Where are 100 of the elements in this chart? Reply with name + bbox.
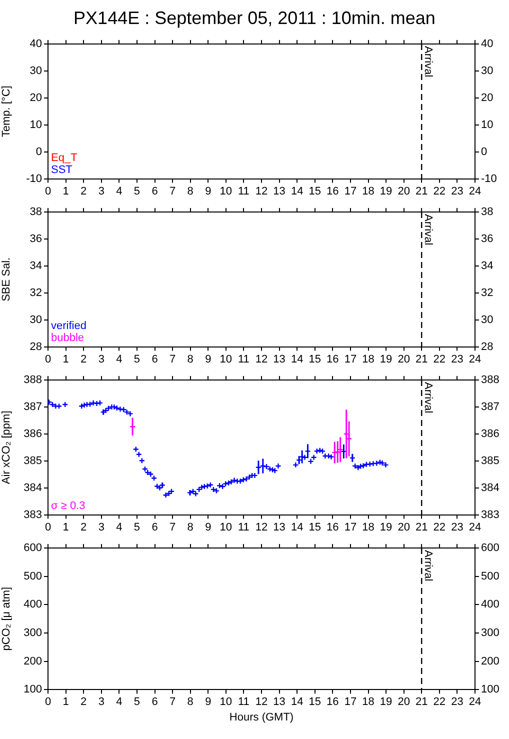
y2-tick-label: 385 [481, 454, 500, 467]
x-tick-label: 24 [468, 353, 482, 366]
x-tick-label: 22 [433, 696, 446, 708]
y-tick-label: 200 [24, 655, 42, 668]
x-tick-label: 12 [255, 696, 268, 708]
x-tick-label: 16 [326, 521, 339, 534]
x-tick-label: 7 [169, 521, 176, 534]
x-tick-label: 13 [273, 185, 286, 198]
y2-tick-label: 388 [481, 374, 500, 386]
x-tick-label: 23 [451, 353, 464, 366]
x-tick-label: 6 [152, 696, 158, 708]
y2-tick-label: 36 [481, 232, 494, 245]
x-tick-label: 5 [134, 521, 140, 534]
x-tick-label: 15 [308, 353, 321, 366]
ref-line-label: Arrival [422, 550, 434, 582]
x-tick-label: 4 [116, 521, 122, 534]
x-tick-label: 15 [308, 185, 321, 198]
x-tick-label: 0 [44, 696, 52, 708]
x-tick-label: 3 [98, 353, 104, 366]
x-tick-label: 0 [44, 521, 52, 534]
y2-tick-label: 30 [481, 64, 494, 77]
y2-tick-label: 200 [481, 655, 500, 668]
legend-label: bubble [51, 332, 86, 344]
x-tick-label: 2 [80, 521, 87, 534]
x-tick-label: 19 [380, 185, 392, 198]
x-tick-label: 10 [220, 185, 232, 198]
x-tick-label: 19 [380, 353, 392, 366]
x-tick-label: 13 [273, 696, 286, 708]
x-tick-label: 17 [344, 185, 357, 198]
y2-tick-label: 500 [481, 570, 500, 582]
x-tick-label: 3 [98, 696, 104, 708]
y2-tick-label: 400 [481, 598, 500, 611]
x-tick-label: 8 [187, 185, 194, 198]
x-tick-label: 3 [98, 185, 104, 198]
x-tick-label: 10 [220, 521, 232, 534]
x-tick-label: 14 [290, 696, 304, 708]
y2-tick-label: 386 [481, 428, 500, 440]
y-tick-label: -10 [26, 172, 42, 185]
x-tick-label: 13 [273, 353, 286, 366]
y2-tick-label: 100 [481, 684, 500, 696]
y-tick-label: 38 [30, 206, 42, 218]
x-tick-label: 5 [134, 353, 140, 366]
x-tick-label: 24 [468, 185, 482, 198]
y2-tick-label: 383 [481, 508, 500, 521]
y-tick-label: 385 [24, 454, 42, 467]
y-tick-label: 400 [24, 598, 42, 611]
x-tick-label: 8 [187, 353, 194, 366]
y2-tick-label: 387 [481, 400, 500, 413]
y-tick-label: 386 [24, 428, 42, 440]
y2-tick-label: 34 [481, 260, 494, 272]
x-tick-label: 15 [308, 521, 321, 534]
x-tick-label: 19 [380, 521, 392, 534]
x-tick-label: 12 [255, 353, 268, 366]
y-tick-label: 388 [24, 374, 42, 386]
x-tick-label: 24 [468, 521, 482, 534]
x-tick-label: 5 [134, 185, 140, 198]
x-tick-label: 7 [169, 185, 176, 198]
x-tick-label: 21 [416, 185, 428, 198]
x-tick-label: 24 [468, 696, 482, 708]
y-tick-label: 100 [24, 684, 42, 696]
x-tick-label: 17 [344, 696, 357, 708]
ref-line-label: Arrival [422, 382, 434, 414]
x-tick-label: 0 [44, 185, 52, 198]
y2-tick-label: 30 [481, 314, 494, 326]
y-tick-label: 383 [24, 508, 42, 521]
x-tick-label: 22 [433, 521, 446, 534]
x-tick-label: 23 [451, 696, 464, 708]
x-tick-label: 5 [134, 696, 140, 708]
y2-tick-label: 10 [481, 118, 494, 131]
legend-label: SST [51, 164, 74, 176]
x-tick-label: 4 [116, 185, 122, 198]
x-tick-label: 1 [62, 521, 69, 534]
x-tick-label: 20 [398, 696, 410, 708]
x-tick-label: 16 [326, 185, 339, 198]
x-tick-label: 12 [255, 521, 268, 534]
x-tick-label: 11 [238, 185, 250, 198]
x-tick-label: 1 [62, 696, 69, 708]
y-axis-title: pCO₂ [μ atm] [0, 586, 13, 651]
x-tick-label: 17 [344, 353, 357, 366]
y-tick-label: 36 [30, 232, 42, 245]
x-tick-label: 9 [205, 696, 212, 708]
y2-tick-label: 300 [481, 626, 500, 639]
x-tick-label: 21 [416, 521, 428, 534]
x-tick-label: 19 [380, 696, 392, 708]
x-tick-label: 7 [169, 353, 176, 366]
x-tick-label: 18 [362, 696, 374, 708]
chart-title: PX144E : September 05, 2011 : 10min. mean [72, 7, 436, 30]
y-tick-label: 300 [24, 626, 42, 639]
y-tick-label: 600 [24, 542, 42, 554]
x-tick-label: 0 [44, 353, 52, 366]
x-tick-label: 2 [80, 696, 87, 708]
x-tick-label: 1 [62, 353, 69, 366]
y-tick-label: 384 [24, 482, 42, 494]
x-tick-label: 2 [80, 353, 87, 366]
legend-label: verified [51, 320, 86, 332]
x-tick-label: 4 [116, 353, 122, 366]
y2-tick-label: 32 [481, 286, 494, 299]
y2-tick-label: 384 [481, 482, 500, 494]
x-tick-label: 6 [152, 185, 158, 198]
y2-tick-label: 600 [481, 542, 500, 554]
